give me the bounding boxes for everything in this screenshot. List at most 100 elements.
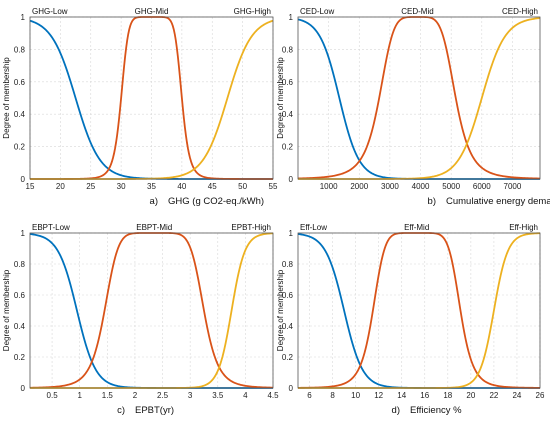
x-tick-label: 3.5 bbox=[212, 391, 224, 400]
plot-frame bbox=[29, 16, 274, 180]
x-axis-label: EPBT(yr) bbox=[135, 405, 174, 416]
series-label-ced-mid: CED-Mid bbox=[401, 7, 433, 16]
x-tick-label: 10 bbox=[351, 391, 360, 400]
x-tick-label: 16 bbox=[420, 391, 429, 400]
grid bbox=[29, 16, 274, 180]
series-label-eff-mid: Eff-Mid bbox=[404, 223, 429, 232]
y-tick-label: 0 bbox=[289, 384, 294, 393]
series-line-ebpt-low bbox=[29, 233, 273, 389]
chart-panel-3: 0.5 1 1.5 2 2.5 3 3.5 4 4.5 0 0.2 0.4 0.6 0.8 1 EBPT-Lo… bbox=[2, 223, 279, 416]
y-tick-label: 0.2 bbox=[14, 353, 26, 362]
panel-caption: d) bbox=[392, 405, 400, 416]
y-axis-label: Degree of membership bbox=[2, 57, 11, 139]
y-tick-label: 0.8 bbox=[282, 45, 294, 54]
series-line-ced-high bbox=[298, 17, 541, 180]
series-label-eff-low: Eff-Low bbox=[300, 223, 327, 232]
y-tick-label: 0.4 bbox=[282, 322, 294, 331]
x-axis-label: Efficiency % bbox=[410, 405, 462, 416]
series-label-epbt-high: EPBT-High bbox=[231, 223, 271, 232]
series-line-ghg-high bbox=[30, 19, 274, 180]
x-tick-label: 2 bbox=[133, 391, 138, 400]
series-line-epbt-high bbox=[30, 232, 274, 389]
y-tick-label: 0.8 bbox=[14, 45, 26, 54]
y-tick-label: 0.4 bbox=[14, 110, 26, 119]
x-tick-label: 7000 bbox=[504, 182, 522, 191]
x-tick-label: 1.5 bbox=[102, 391, 114, 400]
series-label-ced-low: CED-Low bbox=[300, 7, 334, 16]
y-tick-label: 0 bbox=[289, 175, 294, 184]
x-tick-label: 22 bbox=[489, 391, 498, 400]
y-tick-label: 0 bbox=[21, 175, 26, 184]
x-tick-label: 0.5 bbox=[47, 391, 59, 400]
y-tick-label: 1 bbox=[21, 13, 26, 22]
y-tick-label: 0.2 bbox=[282, 143, 294, 152]
x-tick-label: 45 bbox=[208, 182, 217, 191]
chart-panel-4: 6 8 10 12 14 16 18 20 22 24 26 0 0.2 0.4 0.6 0.8 1 Eff-Lo… bbox=[276, 223, 545, 416]
x-tick-label: 18 bbox=[443, 391, 452, 400]
x-tick-label: 14 bbox=[397, 391, 406, 400]
x-tick-label: 26 bbox=[536, 391, 545, 400]
x-tick-label: 30 bbox=[117, 182, 126, 191]
series-label-ghg-high: GHG-High bbox=[234, 7, 271, 16]
plot-frame bbox=[297, 232, 541, 389]
y-tick-label: 0.2 bbox=[282, 353, 294, 362]
x-tick-label: 5000 bbox=[442, 182, 460, 191]
x-tick-label: 12 bbox=[374, 391, 383, 400]
x-tick-label: 50 bbox=[238, 182, 247, 191]
x-tick-label: 15 bbox=[26, 182, 35, 191]
panel-caption: b) bbox=[428, 196, 436, 207]
plot-frame bbox=[29, 232, 274, 389]
y-tick-label: 0.2 bbox=[14, 143, 26, 152]
panel-caption: c) bbox=[117, 405, 125, 416]
x-tick-label: 40 bbox=[177, 182, 186, 191]
x-tick-label: 4.5 bbox=[267, 391, 279, 400]
x-tick-label: 20 bbox=[466, 391, 475, 400]
chart-panel-1: 15 20 25 30 35 40 45 50 55 0 0.2 0.4 0.6 0.8 1 GHG-Low G… bbox=[2, 7, 278, 207]
y-tick-label: 0.6 bbox=[14, 291, 26, 300]
x-tick-label: 6000 bbox=[473, 182, 491, 191]
series-line-ebpt-mid bbox=[29, 232, 274, 389]
series-line-ced-low bbox=[297, 18, 540, 180]
series-line-ced-mid bbox=[297, 16, 541, 180]
grid bbox=[298, 232, 541, 389]
x-tick-label: 35 bbox=[147, 182, 156, 191]
series-line-eff-high bbox=[298, 232, 541, 389]
x-tick-label: 4000 bbox=[412, 182, 430, 191]
x-tick-label: 4 bbox=[243, 391, 248, 400]
x-tick-label: 1000 bbox=[320, 182, 338, 191]
x-tick-label: 3000 bbox=[381, 182, 399, 191]
y-tick-label: 1 bbox=[289, 13, 294, 22]
series-line-eff-low bbox=[297, 233, 540, 389]
series-label-ebpt-mid: EBPT-Mid bbox=[136, 223, 172, 232]
plot-frame bbox=[297, 16, 541, 180]
chart-panel-2: 1000 2000 3000 4000 5000 6000 7000 0 0.2 0.4 0.6 0.… bbox=[276, 7, 550, 207]
series-label-ghg-low: GHG-Low bbox=[32, 7, 68, 16]
y-tick-label: 1 bbox=[21, 229, 26, 238]
series-label-eff-high: Eff-High bbox=[509, 223, 538, 232]
grid bbox=[30, 232, 274, 389]
x-axis-label: GHG (g CO2-eq./kWh) bbox=[168, 196, 264, 207]
series-label-ebpt-low: EBPT-Low bbox=[32, 223, 70, 232]
y-tick-label: 0.4 bbox=[14, 322, 26, 331]
series-label-ghg-mid: GHG-Mid bbox=[135, 7, 169, 16]
y-axis-label: Degree of membership bbox=[276, 57, 285, 139]
x-tick-label: 1 bbox=[77, 391, 82, 400]
x-tick-label: 24 bbox=[512, 391, 521, 400]
series-line-eff-mid bbox=[297, 232, 541, 389]
x-tick-label: 20 bbox=[56, 182, 65, 191]
grid bbox=[298, 16, 540, 180]
y-tick-label: 0.4 bbox=[282, 110, 294, 119]
y-tick-label: 0.8 bbox=[14, 260, 26, 269]
y-axis-label: Degree of membership bbox=[276, 269, 285, 351]
y-tick-label: 0.6 bbox=[282, 78, 294, 87]
y-tick-label: 1 bbox=[289, 229, 294, 238]
y-tick-label: 0.6 bbox=[282, 291, 294, 300]
x-tick-label: 6 bbox=[307, 391, 312, 400]
series-line-ghg-low bbox=[29, 19, 273, 180]
y-axis-label: Degree of membership bbox=[2, 269, 11, 351]
x-tick-label: 8 bbox=[330, 391, 335, 400]
panel-caption: a) bbox=[150, 196, 158, 207]
x-tick-label: 2000 bbox=[350, 182, 368, 191]
y-tick-label: 0.6 bbox=[14, 78, 26, 87]
